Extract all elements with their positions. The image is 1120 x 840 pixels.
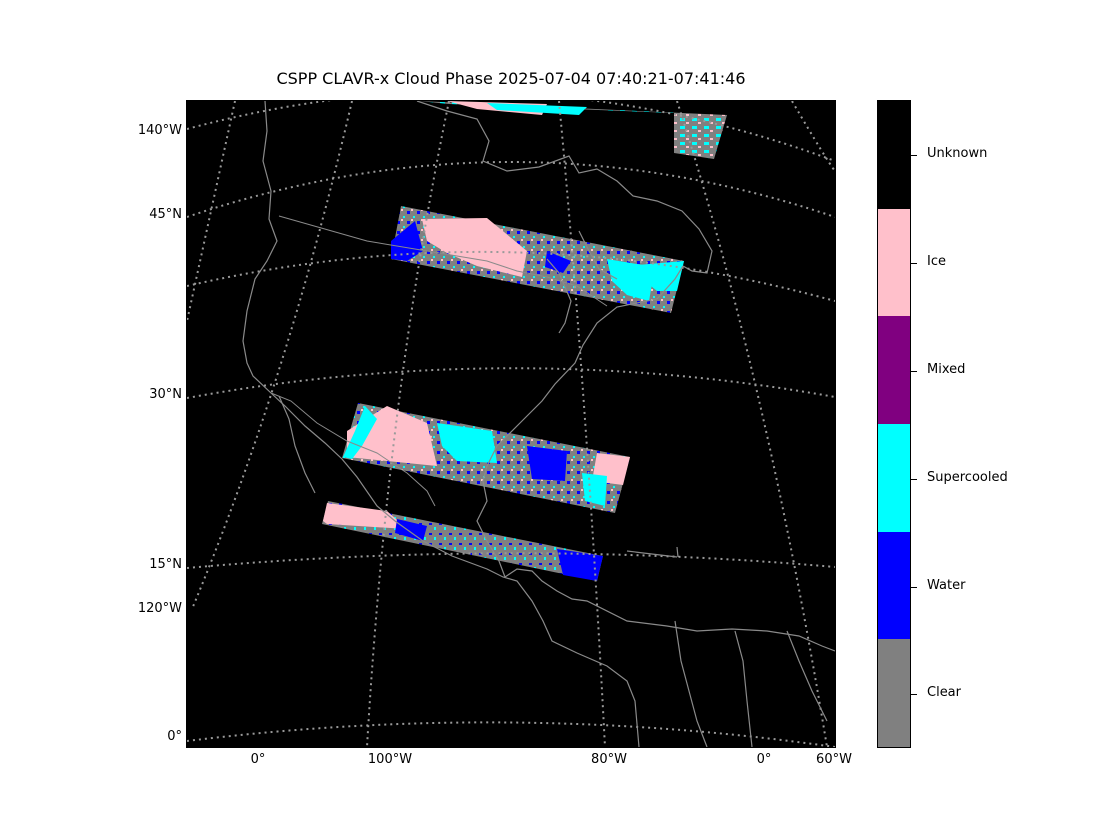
coastlines bbox=[242, 101, 835, 747]
lat-label-45n: 45°N bbox=[149, 207, 182, 222]
colorbar-segment-supercooled bbox=[878, 424, 910, 532]
colorbar-tick-mixed bbox=[911, 371, 917, 372]
lat-label-0: 0° bbox=[167, 729, 182, 744]
lon-label-bottom-0a: 0° bbox=[250, 752, 266, 767]
legend-label-clear: Clear bbox=[927, 685, 961, 700]
legend-label-mixed: Mixed bbox=[927, 362, 966, 377]
colorbar-segment-mixed bbox=[878, 316, 910, 425]
chart-title: CSPP CLAVR-x Cloud Phase 2025-07-04 07:4… bbox=[276, 69, 746, 88]
colorbar-tick-water bbox=[911, 587, 917, 588]
colorbar-segment-clear bbox=[878, 639, 910, 748]
lat-label-15n: 15°N bbox=[149, 557, 182, 572]
lon-label-80w: 80°W bbox=[591, 752, 627, 767]
colorbar-segment-ice bbox=[878, 208, 910, 317]
lat-label-30n: 30°N bbox=[149, 387, 182, 402]
legend-label-supercooled: Supercooled bbox=[927, 470, 1008, 485]
lon-label-bottom-0b: 0° bbox=[756, 752, 772, 767]
colorbar-segment-unknown bbox=[878, 101, 910, 209]
graticule bbox=[187, 101, 835, 747]
colorbar bbox=[877, 100, 911, 748]
swath-north bbox=[419, 101, 727, 159]
map-panel[interactable] bbox=[186, 100, 836, 748]
swath-southern bbox=[322, 501, 603, 581]
legend-label-unknown: Unknown bbox=[927, 146, 988, 161]
colorbar-segment-water bbox=[878, 531, 910, 640]
lon-label-100w: 100°W bbox=[367, 752, 413, 767]
lon-label-140w: 140°W bbox=[137, 123, 182, 138]
swath-great-lakes bbox=[391, 206, 684, 313]
colorbar-tick-supercooled bbox=[911, 479, 917, 480]
lon-label-120w: 120°W bbox=[137, 601, 182, 616]
lon-label-60w: 60°W bbox=[816, 752, 852, 767]
swath-gulf bbox=[342, 403, 630, 513]
colorbar-tick-unknown bbox=[911, 155, 917, 156]
legend-label-water: Water bbox=[927, 578, 966, 593]
map-canvas bbox=[187, 101, 835, 747]
colorbar-tick-ice bbox=[911, 263, 917, 264]
legend-label-ice: Ice bbox=[927, 254, 946, 269]
map-background bbox=[187, 101, 835, 747]
borders bbox=[270, 215, 608, 507]
colorbar-tick-clear bbox=[911, 694, 917, 695]
